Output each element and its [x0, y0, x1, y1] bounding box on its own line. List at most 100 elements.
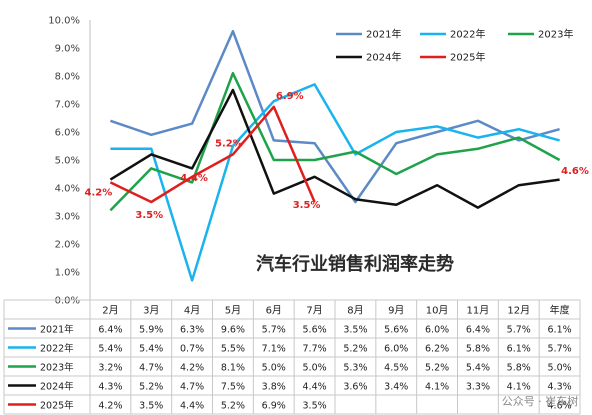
table-cell: 5.7%	[548, 344, 572, 355]
table-cell: 6.3%	[180, 325, 204, 336]
annotation-label: 3.5%	[293, 200, 321, 211]
table-row-label: 2025年	[40, 400, 74, 412]
annotation-label: 4.4%	[180, 173, 208, 184]
table-cell: 7.1%	[262, 344, 286, 355]
table-header-cell: 2月	[102, 305, 118, 317]
table-cell: 5.4%	[466, 363, 490, 374]
legend-label: 2023年	[538, 28, 573, 41]
table-cell: 6.2%	[425, 344, 449, 355]
table-row-label: 2024年	[40, 381, 74, 393]
annotation-label: 5.2%	[215, 138, 243, 149]
table-header-cell: 年度	[550, 304, 570, 317]
y-tick-label: 8.0%	[55, 72, 80, 83]
table-cell: 3.6%	[343, 382, 367, 393]
table-cell: 5.2%	[221, 401, 245, 412]
y-tick-label: 0.0%	[55, 296, 80, 307]
table-cell: 4.1%	[425, 382, 449, 393]
series-line-0	[109, 29, 560, 204]
table-cell: 4.1%	[507, 382, 531, 393]
table-cell: 5.4%	[98, 344, 122, 355]
table-cell: 5.4%	[139, 344, 163, 355]
table-row-label: 2023年	[40, 362, 74, 374]
annotation-label: 4.2%	[85, 187, 113, 198]
data-table: 2月 3月 4月 5月 6月 7月 8月 9月 10月 11月 12月 年度 2021年 6.4% 5.9%…	[3, 299, 581, 415]
table-cell: 4.7%	[180, 382, 204, 393]
table-header-cell: 11月	[467, 305, 490, 317]
table-cell: 4.3%	[548, 382, 572, 393]
table-cell: 4.7%	[139, 363, 163, 374]
table-cell: 5.2%	[139, 382, 163, 393]
table-cell: 3.5%	[303, 401, 327, 412]
table-row-label: 2022年	[40, 343, 74, 355]
table-cell: 9.6%	[221, 325, 245, 336]
series-line-3	[109, 88, 560, 209]
table-cell: 6.0%	[425, 325, 449, 336]
table-row-label: 2021年	[40, 324, 74, 336]
table-cell: 6.1%	[548, 325, 572, 336]
y-tick-label: 10.0%	[48, 16, 80, 27]
table-cell: 4.3%	[98, 382, 122, 393]
table-header-cell: 5月	[225, 305, 241, 317]
table-cell: 3.2%	[98, 363, 122, 374]
table-header-cell: 10月	[426, 305, 449, 317]
y-tick-label: 9.0%	[55, 44, 80, 55]
table-cell: 6.4%	[466, 325, 490, 336]
table-cell: 5.8%	[466, 344, 490, 355]
table-header-cell: 8月	[347, 305, 363, 317]
table-cell: 5.9%	[139, 325, 163, 336]
table-cell: 5.5%	[221, 344, 245, 355]
table-cell: 3.5%	[343, 325, 367, 336]
table-cell: 6.9%	[262, 401, 286, 412]
table-cell: 3.4%	[384, 382, 408, 393]
table-cell: 7.7%	[303, 344, 327, 355]
annotation-label: 6.9%	[276, 91, 304, 102]
plot-area: 0.0% 1.0% 2.0% 3.0% 4.0% 5.0% 6.0% 7.0% 8.0% 9.0%…	[48, 16, 589, 307]
y-tick-label: 2.0%	[55, 240, 80, 251]
series-line-1	[110, 83, 560, 282]
y-tick-label: 1.0%	[55, 268, 80, 279]
table-cell: 3.8%	[262, 382, 286, 393]
table-cell: 5.8%	[507, 363, 531, 374]
table-cell: 5.0%	[548, 363, 572, 374]
table-header-cell: 3月	[143, 305, 159, 317]
table-cell: 5.3%	[343, 363, 367, 374]
legend-label: 2022年	[450, 28, 485, 41]
legend-label: 2024年	[366, 51, 401, 64]
y-tick-label: 4.0%	[55, 184, 80, 195]
table-cell: 4.5%	[384, 363, 408, 374]
legend-label: 2025年	[450, 51, 485, 64]
y-tick-label: 7.0%	[55, 100, 80, 111]
table-cell: 4.2%	[180, 363, 204, 374]
table-header-cell: 12月	[507, 305, 530, 317]
table-header-cell: 6月	[266, 305, 282, 317]
table-header-cell: 7月	[306, 305, 322, 317]
table-cell: 5.7%	[507, 325, 531, 336]
series-line-2	[109, 71, 561, 212]
table-cell: 8.1%	[221, 363, 245, 374]
annotation-label: 4.6%	[561, 166, 589, 177]
table-cell: 5.7%	[262, 325, 286, 336]
table-cell: 4.4%	[180, 401, 204, 412]
table-cell: 5.0%	[303, 363, 327, 374]
table-header-cell: 4月	[184, 305, 200, 317]
y-tick-label: 6.0%	[55, 128, 80, 139]
table-cell: 5.0%	[262, 363, 286, 374]
series-line-4	[109, 105, 316, 204]
table-cell: 5.6%	[303, 325, 327, 336]
table-cell: 5.6%	[384, 325, 408, 336]
table-header-cell: 9月	[388, 305, 404, 317]
table-cell: 4.4%	[303, 382, 327, 393]
watermark: 公众号 · 崔东树	[502, 394, 579, 408]
table-cell: 4.2%	[98, 401, 122, 412]
table-cell: 0.7%	[180, 344, 204, 355]
table-cell: 5.2%	[343, 344, 367, 355]
table-cell: 3.5%	[139, 401, 163, 412]
table-cell: 3.3%	[466, 382, 490, 393]
legend: 2021年 2022年 2023年 2024年 2025年	[336, 28, 573, 64]
y-tick-label: 3.0%	[55, 212, 80, 223]
chart-title: 汽车行业销售利润率走势	[256, 253, 454, 275]
table-cell: 5.2%	[425, 363, 449, 374]
annotation-label: 3.5%	[135, 210, 163, 221]
table-cell: 6.4%	[98, 325, 122, 336]
